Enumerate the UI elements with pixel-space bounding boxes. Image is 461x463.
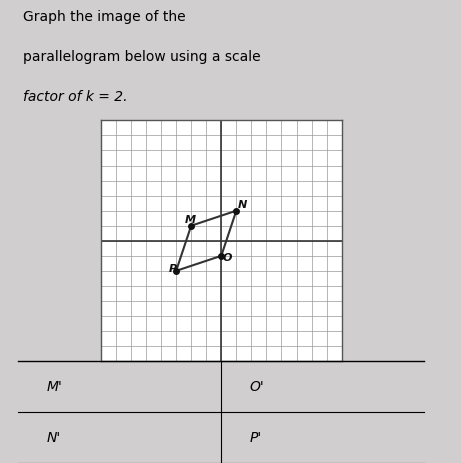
Text: N: N xyxy=(238,200,247,210)
Text: N': N' xyxy=(47,431,61,444)
Text: P': P' xyxy=(250,431,262,444)
Text: P: P xyxy=(169,263,177,274)
Text: factor of k = 2.: factor of k = 2. xyxy=(23,90,128,104)
Text: M': M' xyxy=(47,380,63,394)
Text: Graph the image of the: Graph the image of the xyxy=(23,10,186,24)
Text: O: O xyxy=(223,253,232,263)
Text: parallelogram below using a scale: parallelogram below using a scale xyxy=(23,50,260,64)
Text: M: M xyxy=(185,215,196,225)
Text: O': O' xyxy=(250,380,265,394)
